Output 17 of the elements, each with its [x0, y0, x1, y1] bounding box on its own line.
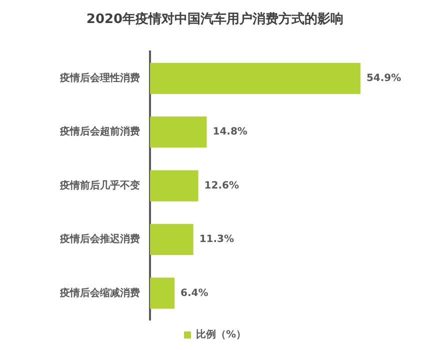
y-tick-label: 疫情前后几乎不变	[59, 179, 140, 192]
data-label: 6.4%	[180, 288, 208, 299]
data-label: 12.6%	[204, 180, 240, 192]
y-tick-label: 疫情后会缩减消费	[59, 286, 140, 299]
bar	[150, 116, 207, 148]
legend-label: 比例（%）	[196, 328, 246, 341]
data-label: 14.8%	[212, 126, 248, 138]
bar	[150, 278, 175, 309]
chart-title: 2020年疫情对中国汽车用户消费方式的影响	[86, 11, 344, 28]
bar	[150, 62, 360, 94]
bar	[150, 170, 198, 202]
data-label: 54.9%	[366, 73, 402, 84]
bar	[150, 224, 194, 256]
data-label: 11.3%	[199, 234, 234, 246]
y-tick-label: 疫情后会推迟消费	[59, 233, 140, 246]
y-tick-label: 疫情后会超前消费	[59, 126, 140, 138]
y-tick-label: 疫情后会理性消费	[59, 72, 140, 84]
